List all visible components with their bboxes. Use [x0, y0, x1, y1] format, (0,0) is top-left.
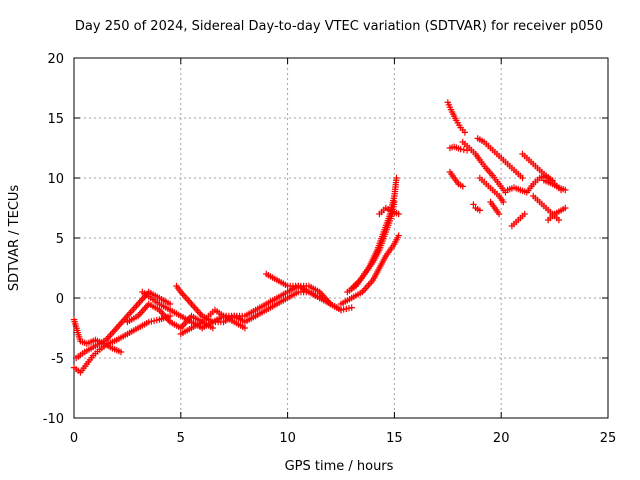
series-arc-16 — [446, 143, 471, 154]
data-point — [395, 232, 402, 239]
series-arc-27 — [540, 177, 569, 194]
series-arc-23 — [508, 210, 528, 230]
data-point — [459, 183, 466, 190]
series-arc-14 — [376, 204, 402, 218]
grid — [74, 58, 608, 418]
data-point — [117, 348, 125, 356]
series-arc-26 — [544, 204, 569, 224]
data-point — [519, 174, 526, 182]
data-point — [470, 201, 477, 208]
series-arc-7 — [177, 306, 249, 338]
series-arc-21 — [487, 198, 503, 218]
series-arc-17 — [446, 168, 466, 190]
series-arc-19 — [474, 135, 526, 182]
x-tick-label: 25 — [600, 431, 617, 446]
y-tick-label: 10 — [47, 172, 64, 187]
data-point — [500, 198, 507, 206]
x-tick-label: 15 — [386, 431, 403, 446]
x-tick-label: 20 — [493, 431, 510, 446]
data-point — [393, 174, 400, 182]
data-point — [562, 186, 569, 194]
data-point — [555, 216, 563, 224]
y-tick-label: -10 — [43, 412, 64, 427]
series-arc-20 — [476, 174, 507, 206]
data-point — [476, 207, 484, 214]
series-arc-18 — [459, 138, 509, 196]
y-tick-label: 5 — [56, 232, 64, 247]
data-point — [316, 294, 323, 302]
data-point — [241, 324, 249, 332]
data-point — [495, 210, 503, 218]
data-points — [70, 99, 569, 376]
data-point — [461, 129, 469, 136]
y-axis-label: SDTVAR / TECUs — [7, 185, 22, 292]
chart-title: Day 250 of 2024, Sidereal Day-to-day VTE… — [75, 19, 603, 34]
series-arc-25 — [530, 192, 563, 224]
series-arc-2 — [70, 312, 174, 376]
y-tick-label: -5 — [51, 352, 64, 367]
x-axis-label: GPS time / hours — [285, 459, 394, 474]
series-arc-13 — [348, 174, 400, 292]
y-tick-label: 15 — [47, 112, 64, 127]
data-point — [348, 304, 355, 311]
series-arc-4 — [124, 300, 217, 332]
data-point — [166, 300, 174, 308]
series-arc-15 — [444, 99, 469, 136]
data-point — [209, 324, 217, 332]
series-arc-28 — [470, 201, 484, 214]
x-tick-label: 5 — [177, 431, 185, 446]
axis-ticks: 0 5 10 15 20 25 -10 -5 0 5 10 15 20 — [43, 52, 617, 446]
x-tick-label: 0 — [70, 431, 78, 446]
series-arc-10 — [263, 270, 323, 302]
y-tick-label: 0 — [56, 292, 64, 307]
data-point — [521, 210, 528, 218]
series-arc-11 — [337, 232, 402, 308]
data-point — [395, 210, 402, 218]
x-tick-label: 10 — [279, 431, 296, 446]
series-arc-3 — [72, 288, 174, 362]
data-point — [562, 204, 569, 212]
y-tick-label: 20 — [47, 52, 64, 67]
